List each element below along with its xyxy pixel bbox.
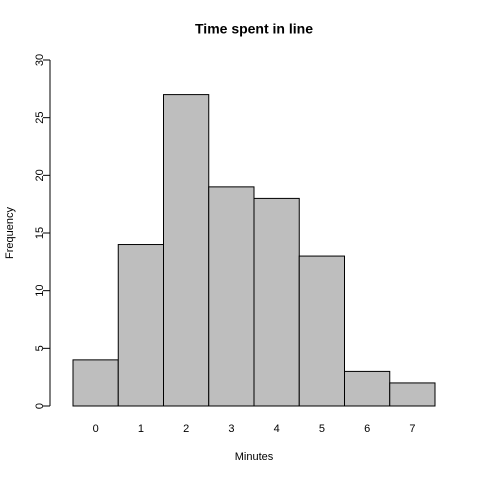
x-tick-label: 3 [228, 423, 234, 435]
bar [253, 197, 300, 407]
bar [72, 359, 119, 407]
x-axis-label: Minutes [235, 451, 274, 463]
x-tick-label: 6 [364, 423, 370, 435]
bar [298, 255, 345, 407]
bar [163, 94, 210, 407]
chart-title: Time spent in line [195, 21, 313, 37]
y-tick-label: 30 [34, 54, 46, 66]
x-tick-label: 2 [183, 423, 189, 435]
x-tick-label: 1 [138, 423, 144, 435]
x-tick-label: 5 [319, 423, 325, 435]
x-tick-label: 7 [409, 423, 415, 435]
x-tick-label: 0 [93, 423, 99, 435]
y-tick-label: 15 [34, 227, 46, 239]
bar [208, 186, 255, 407]
y-tick-label: 25 [34, 112, 46, 124]
y-axis-label: Frequency [4, 207, 16, 259]
y-tick-label: 20 [34, 169, 46, 181]
x-tick-label: 4 [274, 423, 280, 435]
y-tick-label: 10 [34, 285, 46, 297]
bar [389, 382, 436, 407]
y-tick-label: 0 [34, 403, 46, 409]
bar [117, 244, 164, 407]
y-tick-label: 5 [34, 345, 46, 351]
bar [344, 370, 391, 407]
